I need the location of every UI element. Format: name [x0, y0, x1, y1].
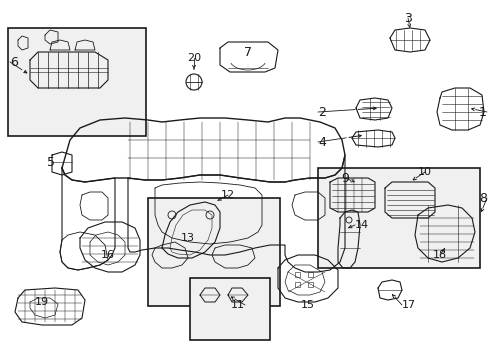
- Text: 10: 10: [417, 167, 431, 177]
- Bar: [317, 168, 479, 268]
- Text: 3: 3: [403, 12, 411, 24]
- Text: 1: 1: [478, 105, 486, 118]
- Bar: [307, 272, 312, 277]
- Text: 7: 7: [244, 45, 251, 59]
- Bar: [294, 282, 299, 287]
- Text: 14: 14: [354, 220, 368, 230]
- Bar: [8, 28, 146, 136]
- Text: 16: 16: [101, 250, 115, 260]
- Text: 11: 11: [230, 300, 244, 310]
- Text: 8: 8: [478, 192, 486, 204]
- Bar: [148, 198, 280, 306]
- Text: 4: 4: [317, 135, 325, 149]
- Bar: [307, 282, 312, 287]
- Text: 20: 20: [186, 53, 201, 63]
- Bar: [190, 278, 269, 340]
- Text: 2: 2: [317, 105, 325, 118]
- Text: 17: 17: [401, 300, 415, 310]
- Text: 15: 15: [301, 300, 314, 310]
- Text: 19: 19: [35, 297, 49, 307]
- Bar: [294, 272, 299, 277]
- Text: 9: 9: [340, 171, 348, 185]
- Text: 13: 13: [181, 233, 195, 243]
- Text: 12: 12: [221, 190, 235, 200]
- Text: 6: 6: [10, 55, 18, 68]
- Text: 5: 5: [47, 156, 55, 168]
- Text: 18: 18: [432, 250, 446, 260]
